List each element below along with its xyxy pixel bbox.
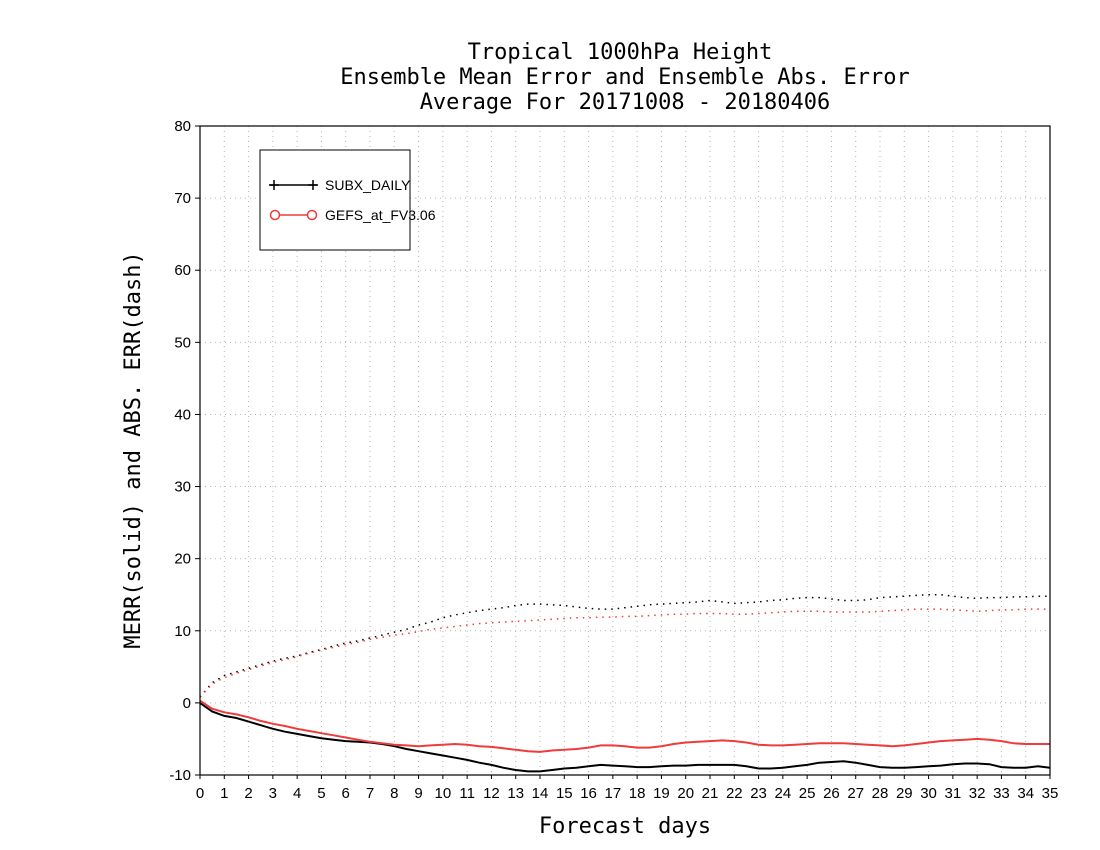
x-tick-label: 19	[653, 785, 670, 802]
x-tick-label: 11	[459, 785, 475, 802]
y-tick-label: 50	[174, 334, 191, 351]
x-tick-label: 31	[945, 785, 962, 802]
legend-box	[259, 149, 411, 251]
legend-label-gefs: GEFS_at_FV3.06	[325, 207, 436, 223]
legend-entry-subx-daily: SUBX_DAILY	[269, 177, 411, 193]
chart-title-line-2: Ensemble Mean Error and Ensemble Abs. Er…	[340, 65, 910, 90]
y-tick-label: 80	[174, 118, 191, 135]
plot-frame	[199, 125, 1051, 776]
x-tick-label: 23	[750, 785, 767, 802]
x-tick-label: 22	[726, 785, 743, 802]
series-1-abs-err-line	[199, 608, 1050, 698]
x-tick-label: 20	[677, 785, 694, 802]
x-tick-label: 29	[896, 785, 913, 802]
x-tick-label: 24	[775, 785, 792, 802]
legend: SUBX_DAILY GEFS_at_FV3.06	[259, 149, 436, 251]
y-tick-label: 0	[183, 695, 191, 712]
y-tick-label: 20	[174, 551, 191, 568]
x-tick-label: 17	[605, 785, 622, 802]
x-tick-label: 32	[969, 785, 986, 802]
x-tick-label: 13	[507, 785, 524, 802]
x-tick-label: 30	[920, 785, 937, 802]
x-tick-label: 2	[244, 785, 252, 802]
grid-lines	[200, 126, 1050, 775]
x-tick-label: 26	[823, 785, 840, 802]
series-0-abs-err-line	[199, 593, 1050, 698]
x-tick-label: 33	[993, 785, 1010, 802]
x-tick-label: 27	[847, 785, 864, 802]
y-tick-label: 40	[174, 406, 191, 423]
chart-title-line-3: Average For 20171008 - 20180406	[420, 90, 831, 115]
x-tick-label: 18	[629, 785, 646, 802]
x-tick-label: 25	[799, 785, 816, 802]
x-tick-label: 7	[366, 785, 374, 802]
y-tick-label: 70	[174, 190, 191, 207]
series-0-merr-line	[199, 702, 1051, 773]
x-tick-label: 1	[220, 785, 228, 802]
y-tick-labels: -10 0 10 20 30 40 50 60 70 80	[169, 118, 200, 784]
x-tick-label: 35	[1042, 785, 1059, 802]
legend-label-subx-daily: SUBX_DAILY	[325, 177, 411, 193]
x-tick-label: 10	[435, 785, 452, 802]
x-tick-label: 0	[196, 785, 204, 802]
y-tick-label: -10	[169, 767, 191, 784]
x-tick-label: 21	[702, 785, 719, 802]
x-axis-label: Forecast days	[539, 814, 711, 839]
x-tick-label: 16	[580, 785, 597, 802]
x-tick-label: 28	[872, 785, 889, 802]
y-tick-label: 60	[174, 262, 191, 279]
x-tick-label: 15	[556, 785, 573, 802]
chart-title-line-1: Tropical 1000hPa Height	[468, 40, 773, 65]
x-tick-labels: 0 1 2 3 4 5 6 7 8 9 10 11 12 13 14 15 16 17 18 19 20 21 22 23 24…	[196, 775, 1059, 802]
y-tick-label: 10	[174, 623, 191, 640]
x-tick-label: 9	[414, 785, 422, 802]
x-tick-label: 4	[293, 785, 301, 802]
series-layer	[199, 593, 1051, 773]
x-tick-label: 8	[390, 785, 398, 802]
x-tick-label: 14	[532, 785, 549, 802]
legend-entry-gefs: GEFS_at_FV3.06	[269, 207, 436, 223]
x-tick-label: 6	[342, 785, 350, 802]
x-tick-label: 12	[483, 785, 500, 802]
y-tick-label: 30	[174, 479, 191, 496]
y-axis-label: MERR(solid) and ABS. ERR(dash)	[121, 251, 146, 648]
x-tick-label: 5	[317, 785, 325, 802]
x-tick-label: 3	[269, 785, 277, 802]
series-1-merr-line	[199, 699, 1050, 753]
x-tick-label: 34	[1017, 785, 1034, 802]
